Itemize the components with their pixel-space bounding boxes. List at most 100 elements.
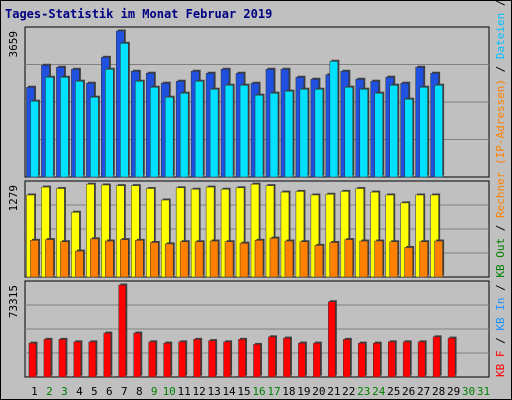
legend-entry-1: / <box>494 337 507 350</box>
bar-sites-out-day-10 <box>164 243 174 278</box>
x-tick-label-day-24: 24 <box>372 385 386 398</box>
bar-kbytes-kbf-day-16 <box>253 344 261 378</box>
x-tick-label-day-16: 16 <box>252 385 265 398</box>
x-tick-label-day-14: 14 <box>222 385 236 398</box>
x-tick-label-day-15: 15 <box>237 385 250 398</box>
bar-hits-dateien-day-8 <box>135 80 144 178</box>
bar-hits-dateien-day-27 <box>419 86 428 178</box>
bar-kbytes-kbf-day-25 <box>387 341 396 378</box>
bar-hits-dateien-day-28 <box>434 84 443 178</box>
bar-hits-dateien-day-3 <box>60 76 69 178</box>
bar-hits-dateien-day-20 <box>314 88 324 178</box>
y-axis-label-hits: 3659 <box>7 31 20 58</box>
bar-kbytes-kbf-day-18 <box>283 337 291 378</box>
legend-entry-2: KB In <box>494 298 507 338</box>
bar-kbytes-kbf-day-19 <box>298 342 306 378</box>
bar-kbytes-kbf-day-26 <box>402 341 411 378</box>
bar-sites-out-day-15 <box>239 242 249 278</box>
bar-sites-out-day-8 <box>135 240 144 278</box>
x-tick-label-day-25: 25 <box>387 385 400 398</box>
x-tick-label-day-2: 2 <box>46 385 53 398</box>
bar-hits-dateien-day-2 <box>45 76 54 178</box>
bar-kbytes-kbf-day-20 <box>313 342 321 378</box>
bar-sites-out-day-2 <box>45 239 54 278</box>
bar-kbytes-kbf-day-5 <box>88 341 97 378</box>
x-tick-label-day-9: 9 <box>151 385 158 398</box>
x-tick-label-day-27: 27 <box>417 385 430 398</box>
bar-sites-out-day-20 <box>314 245 324 278</box>
bar-kbytes-kbf-day-11 <box>178 341 186 378</box>
bar-hits-dateien-day-10 <box>164 96 174 178</box>
legend: KB F / KB In / KB Out / Rechner (IP-Adre… <box>494 1 507 377</box>
x-tick-label-day-19: 19 <box>297 385 310 398</box>
bar-kbytes-kbf-day-9 <box>148 341 156 378</box>
bar-hits-dateien-day-1 <box>30 100 39 178</box>
x-tick-label-day-10: 10 <box>163 385 176 398</box>
bar-kbytes-kbf-day-6 <box>103 332 112 378</box>
x-tick-label-day-20: 20 <box>312 385 325 398</box>
bar-kbytes-kbf-day-8 <box>133 332 142 378</box>
bar-kbytes-kbf-day-13 <box>208 340 216 378</box>
bar-sites-out-day-22 <box>344 239 354 278</box>
bar-hits-dateien-day-24 <box>374 92 383 178</box>
bar-sites-out-day-1 <box>30 240 39 278</box>
bar-hits-dateien-day-22 <box>344 86 354 178</box>
legend-entry-8: Dateien <box>494 13 507 66</box>
x-tick-label-day-23: 23 <box>357 385 370 398</box>
y-axis-label-sites: 1279 <box>7 185 20 212</box>
bar-hits-dateien-day-17 <box>269 92 279 178</box>
x-tick-label-day-7: 7 <box>121 385 128 398</box>
bar-kbytes-kbf-day-28 <box>432 336 441 378</box>
bar-kbytes-kbf-day-14 <box>223 341 231 378</box>
bar-sites-out-day-3 <box>60 241 69 278</box>
bar-hits-dateien-day-4 <box>75 80 84 178</box>
bar-sites-out-day-23 <box>359 240 369 278</box>
bar-sites-out-day-12 <box>194 241 204 278</box>
legend-entry-0: KB F <box>494 351 507 378</box>
bar-hits-dateien-day-14 <box>224 84 234 178</box>
bar-sites-out-day-17 <box>269 237 279 278</box>
bar-sites-out-day-25 <box>389 241 398 278</box>
bar-hits-dateien-day-26 <box>404 98 413 178</box>
bar-sites-out-day-18 <box>284 240 294 278</box>
x-tick-label-day-21: 21 <box>327 385 340 398</box>
y-axis-label-kbytes: 73315 <box>7 285 20 318</box>
x-tick-label-day-18: 18 <box>282 385 295 398</box>
bar-kbytes-kbf-day-3 <box>58 339 67 378</box>
x-tick-label-day-22: 22 <box>342 385 355 398</box>
x-tick-label-day-8: 8 <box>136 385 143 398</box>
bar-hits-dateien-day-6 <box>105 69 114 178</box>
bar-kbytes-kbf-day-29 <box>447 337 456 378</box>
bar-sites-out-day-26 <box>404 247 413 278</box>
bar-kbytes-kbf-day-4 <box>73 341 82 378</box>
bar-hits-dateien-day-11 <box>179 92 189 178</box>
bar-hits-dateien-day-7 <box>120 43 129 178</box>
legend-entry-4: KB Out <box>494 238 507 284</box>
x-tick-label-day-29: 29 <box>447 385 460 398</box>
x-tick-label-day-12: 12 <box>193 385 206 398</box>
bar-hits-dateien-day-25 <box>389 84 398 178</box>
bar-kbytes-kbf-day-22 <box>343 339 351 378</box>
x-tick-label-day-5: 5 <box>91 385 98 398</box>
bar-hits-dateien-day-23 <box>359 88 369 178</box>
x-tick-label-day-17: 17 <box>267 385 280 398</box>
bar-kbytes-kbf-day-12 <box>193 339 201 378</box>
legend-entry-5: / <box>494 225 507 238</box>
x-tick-label-day-1: 1 <box>31 385 38 398</box>
bar-sites-out-day-6 <box>105 240 114 278</box>
x-tick-label-day-30: 30 <box>462 385 475 398</box>
bar-sites-out-day-27 <box>419 241 428 278</box>
bar-kbytes-kbf-day-21 <box>328 301 336 378</box>
bar-kbytes-kbf-day-15 <box>238 339 246 378</box>
bar-sites-out-day-7 <box>120 239 129 278</box>
bar-sites-out-day-5 <box>90 238 99 278</box>
bar-sites-out-day-21 <box>329 242 339 278</box>
bar-sites-out-day-13 <box>209 240 219 278</box>
x-tick-label-day-4: 4 <box>76 385 83 398</box>
bar-kbytes-kbf-day-1 <box>28 342 37 378</box>
bar-hits-dateien-day-19 <box>299 88 309 178</box>
bar-hits-dateien-day-18 <box>284 90 294 178</box>
bar-hits-dateien-day-5 <box>90 96 99 178</box>
x-tick-label-day-6: 6 <box>106 385 113 398</box>
